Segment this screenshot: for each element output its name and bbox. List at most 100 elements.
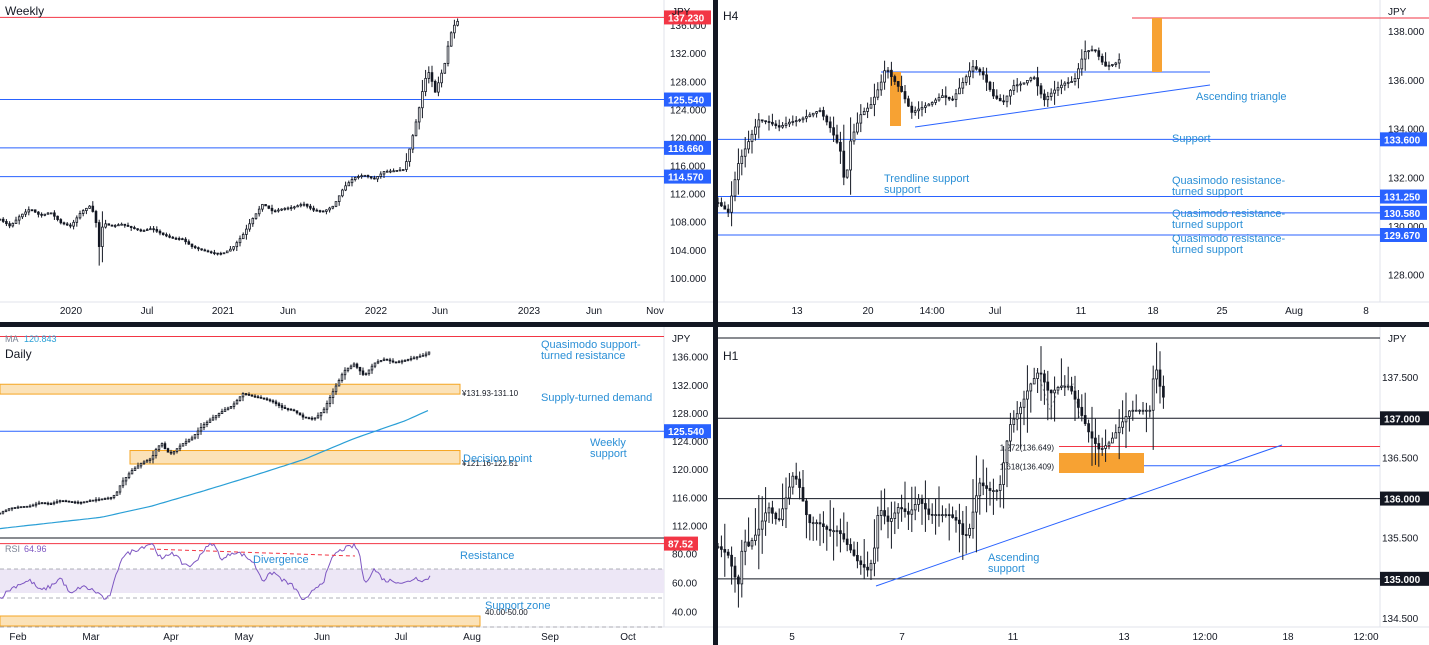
candle-body [181,443,185,447]
candle-body [733,179,737,197]
x-tick-label: 13 [1118,632,1130,643]
candle-body [270,207,274,212]
candle-body [334,385,338,393]
candle-body [197,247,200,250]
candle-body [1090,49,1094,52]
candle-body [16,506,20,509]
candle-body [97,498,101,501]
h4-qm-label-3b: turned support [1172,244,1243,256]
candle-body [37,502,41,505]
candle-body [417,107,421,123]
candle-body [961,523,965,535]
candle-body [235,242,239,248]
candle-body [978,482,982,497]
candle-body [900,85,903,92]
candle-body [794,120,798,123]
candle-body [151,455,155,460]
candle-body [388,359,392,362]
candle-body [920,498,924,504]
y-tick-label: 116.000 [672,493,708,504]
candle-body [69,224,72,227]
daily-chart-panel[interactable]: ¥131.93-131.10 ¥121.16-122.51 112.000 116.… [0,327,713,643]
weekly-chart-panel[interactable]: 100.000 104.000 108.000 112.000 116.000 120.0… [0,0,713,317]
candle-body [395,170,399,172]
candle-body [298,412,302,416]
candle-body [771,121,774,125]
h1-ascending-trendline [875,444,1283,587]
candle-body [73,501,77,504]
h1-chart-panel[interactable]: 1.272(136.649) 1.618(136.409) 134.500 135.… [716,327,1429,643]
daily-title: Daily [5,347,32,361]
candle-body [394,361,398,364]
candle-body [149,228,152,231]
candle-body [91,499,95,502]
candle-body [805,116,808,119]
candle-body [313,417,317,420]
candle-body [5,221,8,225]
candle-body [222,252,226,255]
candle-body [934,514,937,517]
candle-body [187,439,191,443]
candle-body [10,507,14,510]
rsi-value: 64.96 [24,544,47,554]
y-tick-label: 60.00 [672,579,697,590]
candle-body [1094,437,1097,444]
candle-body [11,223,15,227]
candle-body [903,91,907,100]
candle-body [825,526,829,530]
x-tick-label: 12:00 [1192,632,1217,643]
x-tick-label: 12:00 [1353,632,1378,643]
candle-body [767,121,771,123]
candle-body [309,205,312,209]
candle-body [190,437,194,441]
candle-body [1036,77,1039,87]
candle-body [22,506,26,508]
candle-body [1073,78,1077,82]
y-tick-label: 80.00 [672,550,697,561]
candle-body [947,514,951,517]
candle-body [262,397,266,400]
candle-body [397,361,401,364]
candle-body [334,201,338,207]
h1-level-badges: 137.000 136.000 135.000 [1380,411,1429,586]
candle-body [876,515,880,549]
price-badge-label: 125.540 [668,96,705,107]
candle-body [305,203,309,207]
candle-body [1134,409,1138,412]
candle-body [403,359,407,362]
candle-body [219,252,223,255]
candle-body [1015,413,1019,420]
h4-currency: JPY [1388,7,1407,18]
zone-box [129,450,461,465]
candle-body [107,223,111,226]
x-tick-label: Feb [9,632,27,643]
h4-qm-label-1a: Quasimodo resistance- [1172,175,1285,187]
candle-body [998,484,1002,491]
candle-body [723,549,727,553]
candle-body [112,494,116,499]
candle-body [244,393,248,395]
candle-body [229,406,233,409]
daily-moving-average-line [0,410,429,530]
zone-label: ¥131.93-131.10 [461,389,519,398]
candle-body [79,501,83,504]
h4-chart-panel[interactable]: 128.000 130.000 132.000 134.000 136.000 138.0… [716,0,1429,317]
h4-trendline-label-2: support [884,184,921,196]
candle-body [954,93,958,100]
candle-body [1032,378,1036,385]
candle-body [1073,390,1077,400]
h4-ascending-triangle-label: Ascending triangle [1196,91,1287,103]
daily-qm-label-b: turned resistance [541,350,625,362]
candle-body [318,210,322,212]
candle-body [815,522,818,525]
candle-body [747,541,750,547]
candle-body [839,530,842,535]
candle-body [37,211,40,215]
candle-body [241,393,245,398]
price-badge [664,92,711,107]
candle-body [296,205,299,208]
weekly-title: Weekly [5,4,44,18]
daily-currency: JPY [672,334,691,345]
candle-body [825,115,829,123]
candle-body [937,514,941,517]
